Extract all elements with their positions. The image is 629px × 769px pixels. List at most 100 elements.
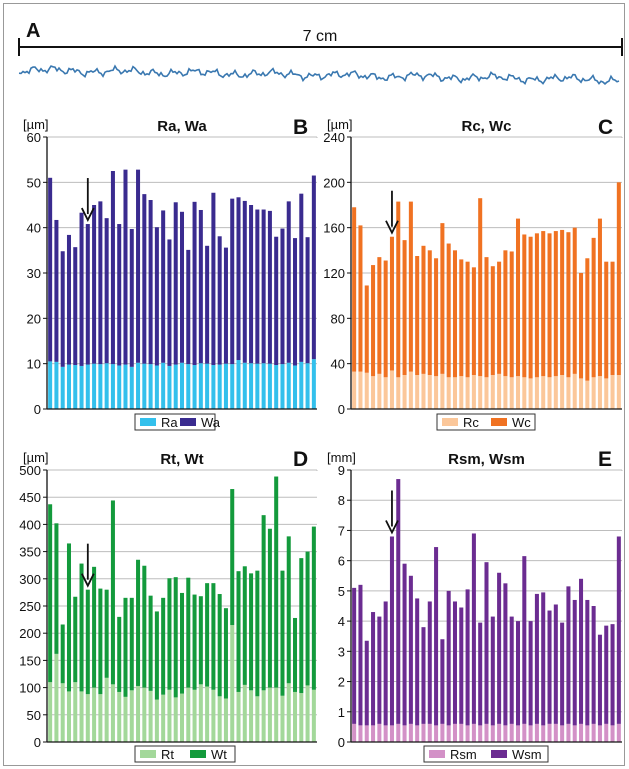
bar-wsm-43 [616,536,621,724]
bar-wc-34 [560,229,565,375]
bar-rt-1 [48,682,53,742]
bar-ra-15 [136,362,141,409]
bar-wc-24 [497,261,502,374]
bar-ra-25 [198,363,203,409]
bar-rsm-36 [572,725,577,742]
bar-rt-36 [267,687,272,742]
bar-wa-2 [54,219,59,362]
panel-letter: B [293,116,308,139]
bar-rt-29 [223,698,228,742]
bar-wa-26 [205,245,210,364]
bar-rt-22 [179,693,185,742]
legend-swatch-rc [442,418,458,426]
bar-wc-21 [478,198,483,377]
bar-ra-11 [110,364,115,409]
panel-a: A 7 cm [18,20,623,85]
y-tick-label: 120 [323,266,345,281]
bar-rc-40 [597,376,602,409]
bar-wa-20 [167,239,172,366]
bar-rsm-3 [364,725,369,742]
bar-wc-8 [396,201,401,378]
bar-rt-30 [230,625,235,742]
y-tick-label: 40 [331,357,345,372]
bar-ra-43 [311,359,316,409]
bar-wsm-24 [497,572,502,724]
y-tick-label: 50 [27,708,41,723]
legend-swatch-wc [491,418,507,426]
bar-ra-29 [223,363,228,409]
chart-title: Ra, Wa [157,118,207,135]
bar-wa-35 [261,209,266,364]
bar-rt-13 [123,696,128,742]
bar-wt-22 [179,592,185,694]
bar-rsm-1 [352,723,357,742]
bar-wa-30 [230,198,235,365]
bar-wsm-25 [503,583,508,726]
bar-wa-36 [267,210,272,364]
bar-wsm-17 [452,601,457,724]
y-tick-label: 0 [34,735,41,750]
bar-rsm-42 [610,725,615,742]
bar-rc-27 [515,376,521,409]
bar-wa-38 [280,228,285,365]
bar-wc-22 [484,257,489,378]
y-tick-label: 200 [323,175,345,190]
bar-ra-30 [230,364,235,409]
bar-wsm-30 [534,593,539,724]
bar-wa-18 [154,227,159,366]
bar-rc-28 [522,377,527,409]
panel-a-letter: A [26,20,40,42]
bar-wc-38 [585,258,590,381]
bar-rt-31 [236,691,241,742]
bar-wc-16 [446,243,451,378]
bar-rc-31 [541,376,546,409]
y-tick-label: 100 [19,681,41,696]
bar-wa-17 [148,200,153,365]
bar-wc-19 [465,261,470,378]
bar-rsm-17 [452,723,457,742]
bar-wc-25 [503,250,508,377]
bar-rsm-8 [396,723,401,742]
bar-wt-1 [48,504,53,683]
bar-ra-19 [161,362,166,409]
bar-wc-12 [421,245,426,374]
bar-rt-2 [54,653,59,742]
arrow-marker [81,543,95,588]
bar-wc-20 [471,267,476,375]
bar-wt-38 [280,570,285,696]
y-tick-label: 20 [27,311,41,326]
bar-wc-42 [610,261,615,375]
bar-wa-4 [66,234,71,365]
y-tick-label: 7 [338,523,345,538]
bar-rc-33 [553,376,558,409]
legend-label-ra: Ra [161,415,178,430]
bar-wt-16 [142,565,147,688]
y-tick-label: 0 [338,735,345,750]
bar-wsm-18 [459,607,464,724]
legend-label-wt: Wt [211,747,227,762]
bar-rc-3 [364,372,369,409]
y-tick-label: 350 [19,545,41,560]
legend: Rc Wc [436,413,536,431]
bar-ra-8 [92,363,97,409]
bar-rt-4 [66,691,71,742]
chart-title: Rsm, Wsm [448,451,525,468]
bar-wt-5 [73,596,78,683]
bar-wc-29 [528,236,533,379]
y-tick-label: 10 [27,357,41,372]
bar-rt-26 [205,686,210,742]
bar-wc-23 [490,266,495,375]
bar-wt-9 [98,588,103,695]
bar-ra-7 [85,364,90,409]
bar-ra-31 [236,360,241,409]
bar-rsm-10 [408,723,413,742]
bar-rc-18 [459,376,464,409]
bar-wt-11 [110,500,115,685]
bar-ra-21 [173,364,178,409]
y-tick-label: 450 [19,490,41,505]
bar-rt-17 [148,690,153,742]
chart-title: Rt, Wt [160,451,203,468]
bar-wsm-21 [478,622,483,726]
scale-bar-label: 7 cm [303,28,338,45]
bar-rt-40 [293,691,298,742]
